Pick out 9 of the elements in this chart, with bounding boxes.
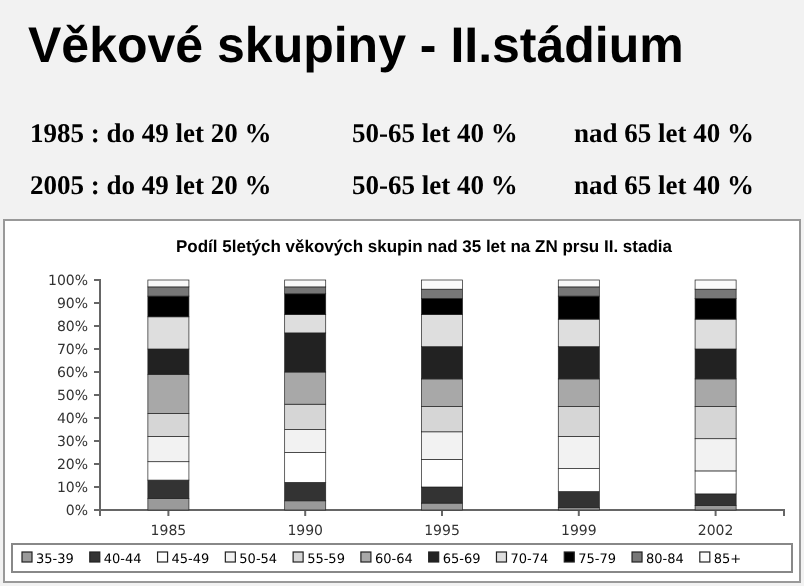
text: 1985 : do 49 let 20 %: [30, 118, 272, 148]
chart-subtitle: Podíl 5letých věkových skupin nad 35 let na ZN prsu II. stadia: [176, 236, 673, 256]
text: 50-65 let 40 %: [352, 118, 518, 148]
text: 2005 : do 49 let 20 %: [30, 170, 272, 200]
text: nad 65 let 40 %: [574, 170, 755, 200]
bar: [284, 279, 327, 288]
chart-title: Věkové skupiny - II.stádium: [28, 18, 684, 74]
text: nad 65 let 40 %: [574, 118, 755, 148]
text: 50-65 let 40 %: [352, 170, 518, 200]
